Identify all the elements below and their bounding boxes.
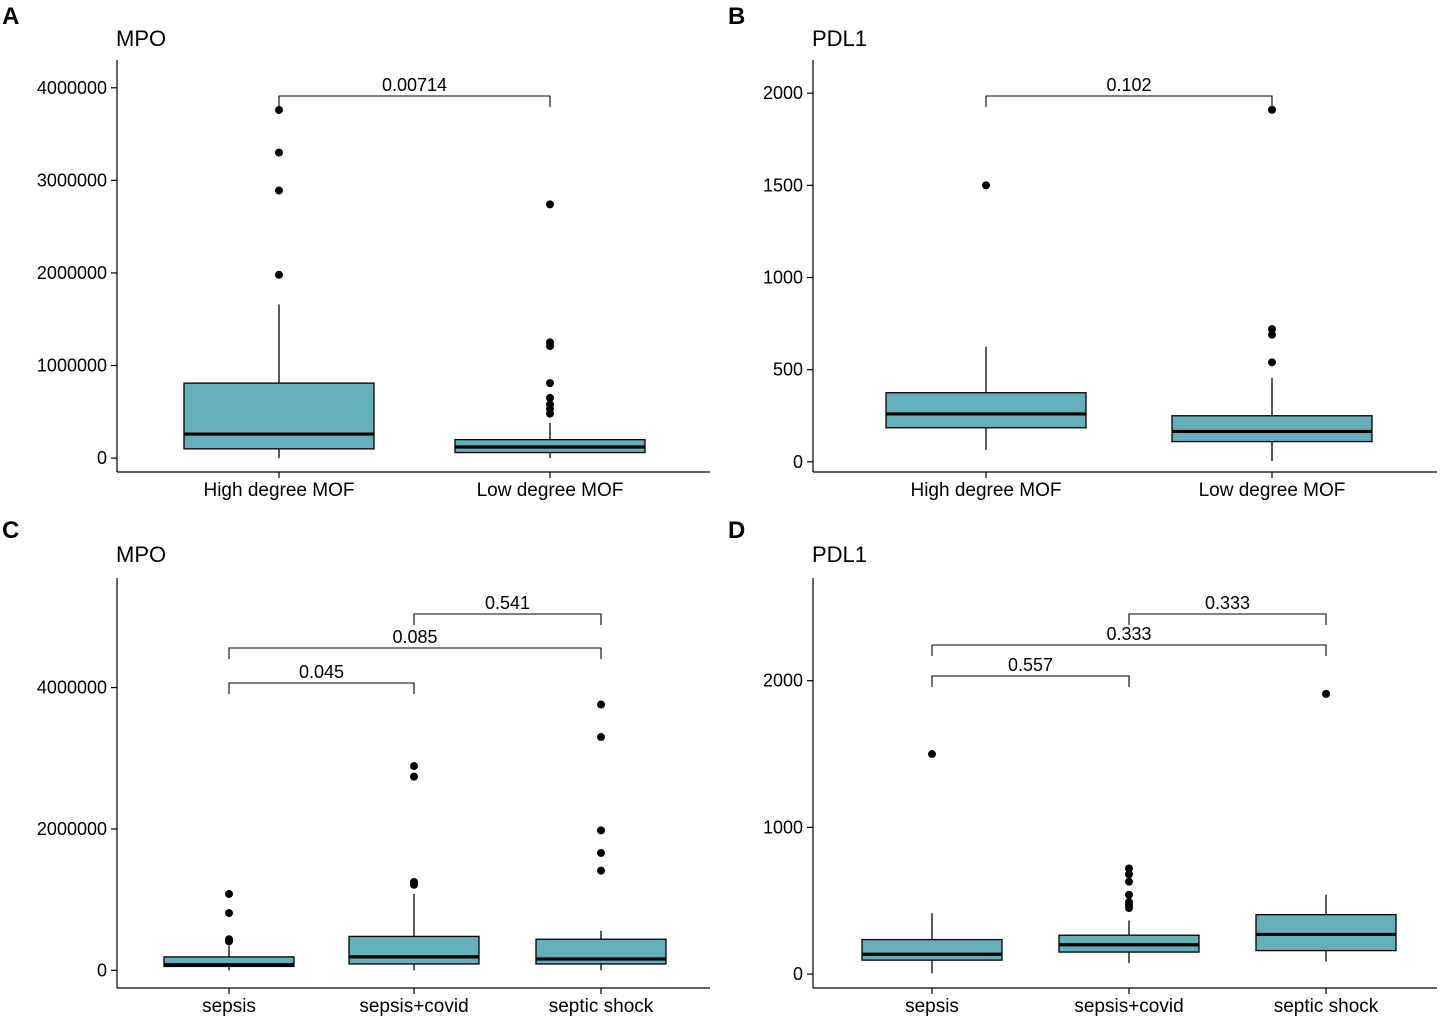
outlier-point (546, 338, 554, 347)
outlier-point (410, 762, 418, 771)
x-tick-label: High degree MOF (203, 480, 354, 501)
y-tick-label: 2000 (763, 83, 803, 103)
outlier-point (225, 889, 233, 898)
outlier-point (1125, 898, 1133, 907)
x-tick-label: sepsis+covid (1074, 996, 1183, 1017)
outlier-point (1268, 330, 1276, 339)
x-tick-label: High degree MOF (910, 480, 1061, 501)
panel-c: C MPO 0 2000000 4000000 sepsis sepsis+covid s… (2, 517, 710, 1017)
y-tick-label: 0 (793, 452, 803, 472)
x-tick-label: Low degree MOF (477, 480, 624, 501)
significance-bracket (228, 647, 602, 659)
p-value-label: 0.00714 (382, 75, 447, 95)
y-tick-label: 1500 (763, 175, 803, 195)
chart-title: MPO (116, 26, 166, 51)
outlier-point (1125, 890, 1133, 899)
x-tick-label: septic shock (549, 996, 654, 1017)
y-tick-label: 2000000 (37, 819, 107, 839)
outlier-point (1268, 105, 1276, 114)
y-tick-label: 3000000 (37, 170, 107, 190)
chart-title: MPO (116, 542, 166, 567)
outlier-point (410, 877, 418, 886)
p-value-label: 0.045 (299, 662, 344, 682)
outlier-point (546, 379, 554, 388)
x-tick-label: sepsis+covid (359, 996, 468, 1017)
outlier-point (928, 750, 936, 759)
panel-letter: B (728, 3, 745, 30)
outlier-point (546, 200, 554, 209)
outlier-point (1125, 870, 1133, 879)
x-tick-label: Low degree MOF (1199, 480, 1346, 501)
y-tick-label: 0 (97, 960, 107, 980)
p-value-label: 0.557 (1008, 655, 1053, 675)
significance-bracket (228, 682, 415, 694)
outlier-point (597, 700, 605, 709)
significance-bracket (278, 95, 551, 107)
y-tick-label: 2000 (763, 671, 803, 691)
outlier-point (1125, 864, 1133, 873)
y-tick-label: 1000 (763, 268, 803, 288)
box-iqr (163, 956, 295, 968)
box-iqr (1255, 914, 1397, 952)
p-value-label: 0.333 (1205, 593, 1250, 613)
outlier-point (1268, 358, 1276, 367)
chart-title: PDL1 (812, 542, 867, 567)
significance-bracket (1128, 613, 1327, 625)
x-tick-label: sepsis (202, 996, 256, 1017)
y-tick-label: 4000000 (37, 678, 107, 698)
panel-letter: D (728, 517, 745, 544)
outlier-point (597, 826, 605, 835)
significance-bracket (985, 95, 1273, 107)
p-value-label: 0.541 (485, 593, 530, 613)
outlier-point (546, 393, 554, 402)
outlier-point (275, 148, 283, 157)
y-tick-label: 0 (97, 448, 107, 468)
significance-bracket (413, 613, 602, 625)
panel-letter: C (2, 517, 19, 544)
panel-d: D PDL1 0 1000 2000 sepsis sepsis+covid septic… (728, 517, 1437, 1017)
outlier-point (275, 270, 283, 279)
y-tick-label: 500 (773, 360, 803, 380)
outlier-point (410, 772, 418, 781)
box-iqr (885, 392, 1087, 429)
outlier-point (982, 181, 990, 190)
chart-title: PDL1 (812, 26, 867, 51)
outlier-point (1268, 325, 1276, 334)
significance-bracket (931, 675, 1130, 687)
y-tick-label: 1000 (763, 817, 803, 837)
y-tick-label: 0 (793, 964, 803, 984)
outlier-point (225, 935, 233, 944)
box-iqr (183, 382, 375, 450)
outlier-point (1125, 877, 1133, 886)
p-value-label: 0.333 (1106, 624, 1151, 644)
panel-a: A MPO 0 1000000 2000000 3000000 4000000 High … (2, 3, 710, 501)
significance-bracket (931, 644, 1327, 656)
y-tick-label: 4000000 (37, 78, 107, 98)
panel-b: B PDL1 0 500 1000 1500 2000 High degree MOF Lo… (728, 3, 1437, 501)
y-tick-label: 1000000 (37, 356, 107, 376)
box-iqr (348, 935, 480, 965)
outlier-point (546, 400, 554, 409)
outlier-point (275, 186, 283, 195)
x-tick-label: septic shock (1274, 996, 1379, 1017)
y-tick-label: 2000000 (37, 263, 107, 283)
box-iqr (1171, 415, 1373, 443)
outlier-point (1322, 689, 1330, 698)
p-value-label: 0.102 (1106, 75, 1151, 95)
x-tick-label: sepsis (905, 996, 959, 1017)
outlier-point (225, 909, 233, 918)
box-iqr (861, 938, 1003, 961)
outlier-point (597, 733, 605, 742)
p-value-label: 0.085 (392, 627, 437, 647)
outlier-point (275, 105, 283, 114)
outlier-point (597, 866, 605, 875)
outlier-point (597, 848, 605, 857)
panel-letter: A (2, 3, 19, 30)
